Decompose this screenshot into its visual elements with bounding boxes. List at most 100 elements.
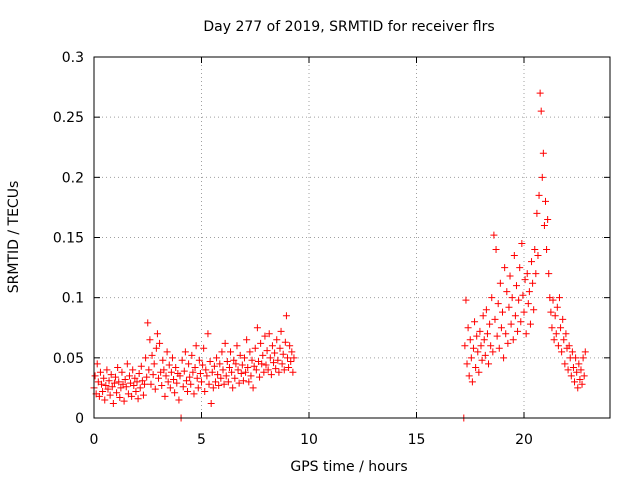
data-point xyxy=(462,296,470,304)
x-axis-label: GPS time / hours xyxy=(290,459,407,475)
data-point xyxy=(524,300,532,308)
data-point xyxy=(165,361,173,369)
data-point xyxy=(287,357,295,365)
data-point xyxy=(505,303,513,311)
data-point xyxy=(118,368,126,376)
data-point xyxy=(155,374,162,382)
data-point xyxy=(250,362,258,370)
data-point xyxy=(98,380,106,388)
data-point xyxy=(235,379,243,387)
data-point xyxy=(258,360,266,368)
data-point xyxy=(156,339,164,347)
data-point xyxy=(122,383,130,391)
data-point xyxy=(473,332,481,340)
y-axis-label: SRMTID / TECUs xyxy=(6,181,22,294)
data-point xyxy=(553,303,561,311)
grid xyxy=(94,57,610,418)
data-point xyxy=(141,380,149,388)
data-point xyxy=(153,330,161,338)
data-point xyxy=(123,360,131,368)
data-point xyxy=(483,330,491,338)
data-point xyxy=(239,377,247,385)
data-point xyxy=(233,342,241,350)
data-point xyxy=(203,372,211,380)
x-tick-label: 15 xyxy=(408,432,426,448)
x-tick-label: 0 xyxy=(90,432,99,448)
data-point xyxy=(467,354,475,362)
data-point xyxy=(533,209,541,217)
data-point xyxy=(548,324,556,332)
data-point xyxy=(245,378,253,386)
data-point xyxy=(138,377,146,385)
data-point xyxy=(279,350,287,358)
data-point xyxy=(539,149,547,157)
data-point xyxy=(213,354,221,362)
data-point xyxy=(160,366,168,374)
data-point xyxy=(561,360,569,368)
data-point xyxy=(128,392,136,400)
data-point xyxy=(564,366,572,374)
data-point xyxy=(560,336,568,344)
data-point xyxy=(495,344,503,352)
axis-ticks: 0 5 10 15 20 0 0.05 0.1 0.15 0.2 0.25 0.3 xyxy=(53,50,610,448)
data-point xyxy=(179,383,187,391)
data-point xyxy=(215,382,223,390)
data-point xyxy=(515,296,523,304)
data-point xyxy=(110,379,118,387)
data-point xyxy=(139,391,147,399)
data-point xyxy=(219,366,227,374)
data-point xyxy=(209,384,217,392)
data-point xyxy=(252,366,260,374)
data-point xyxy=(502,330,510,338)
data-point xyxy=(223,357,231,365)
data-point xyxy=(281,338,289,346)
data-point xyxy=(150,360,158,368)
data-point xyxy=(261,332,269,340)
data-point xyxy=(191,363,199,371)
data-point xyxy=(244,363,252,371)
data-point xyxy=(276,344,284,352)
data-point xyxy=(207,400,215,408)
data-point xyxy=(145,366,153,374)
data-point xyxy=(164,378,172,386)
data-point xyxy=(522,330,530,338)
data-point xyxy=(579,354,587,362)
data-point xyxy=(277,327,285,335)
plot-frame xyxy=(93,56,611,419)
data-point xyxy=(99,388,107,396)
data-point xyxy=(114,363,122,371)
data-point xyxy=(196,369,204,377)
data-point xyxy=(540,221,548,229)
y-tick-label: 0.05 xyxy=(53,351,84,367)
data-point xyxy=(189,368,197,376)
data-point xyxy=(91,372,99,380)
data-point xyxy=(194,384,202,392)
data-point xyxy=(103,366,111,374)
data-point xyxy=(537,107,545,115)
x-tick-label: 20 xyxy=(515,432,533,448)
data-point xyxy=(507,320,515,328)
data-point xyxy=(163,348,171,356)
data-point xyxy=(526,320,534,328)
data-point xyxy=(542,197,549,205)
data-point xyxy=(113,389,121,397)
data-point xyxy=(472,363,480,371)
data-point xyxy=(559,315,567,323)
data-point xyxy=(497,324,505,332)
data-point xyxy=(130,382,138,390)
data-point xyxy=(477,342,485,350)
data-point xyxy=(529,279,537,287)
data-point xyxy=(518,240,526,248)
data-point xyxy=(547,308,555,316)
data-point xyxy=(552,330,560,338)
data-point xyxy=(488,294,496,302)
y-tick-label: 0.2 xyxy=(62,170,84,186)
data-point xyxy=(168,354,176,362)
data-point xyxy=(514,327,522,335)
data-point xyxy=(170,375,178,383)
data-point xyxy=(106,391,114,399)
data-point xyxy=(572,354,580,362)
data-point xyxy=(538,173,546,181)
data-point xyxy=(468,378,476,386)
data-points xyxy=(90,89,589,422)
